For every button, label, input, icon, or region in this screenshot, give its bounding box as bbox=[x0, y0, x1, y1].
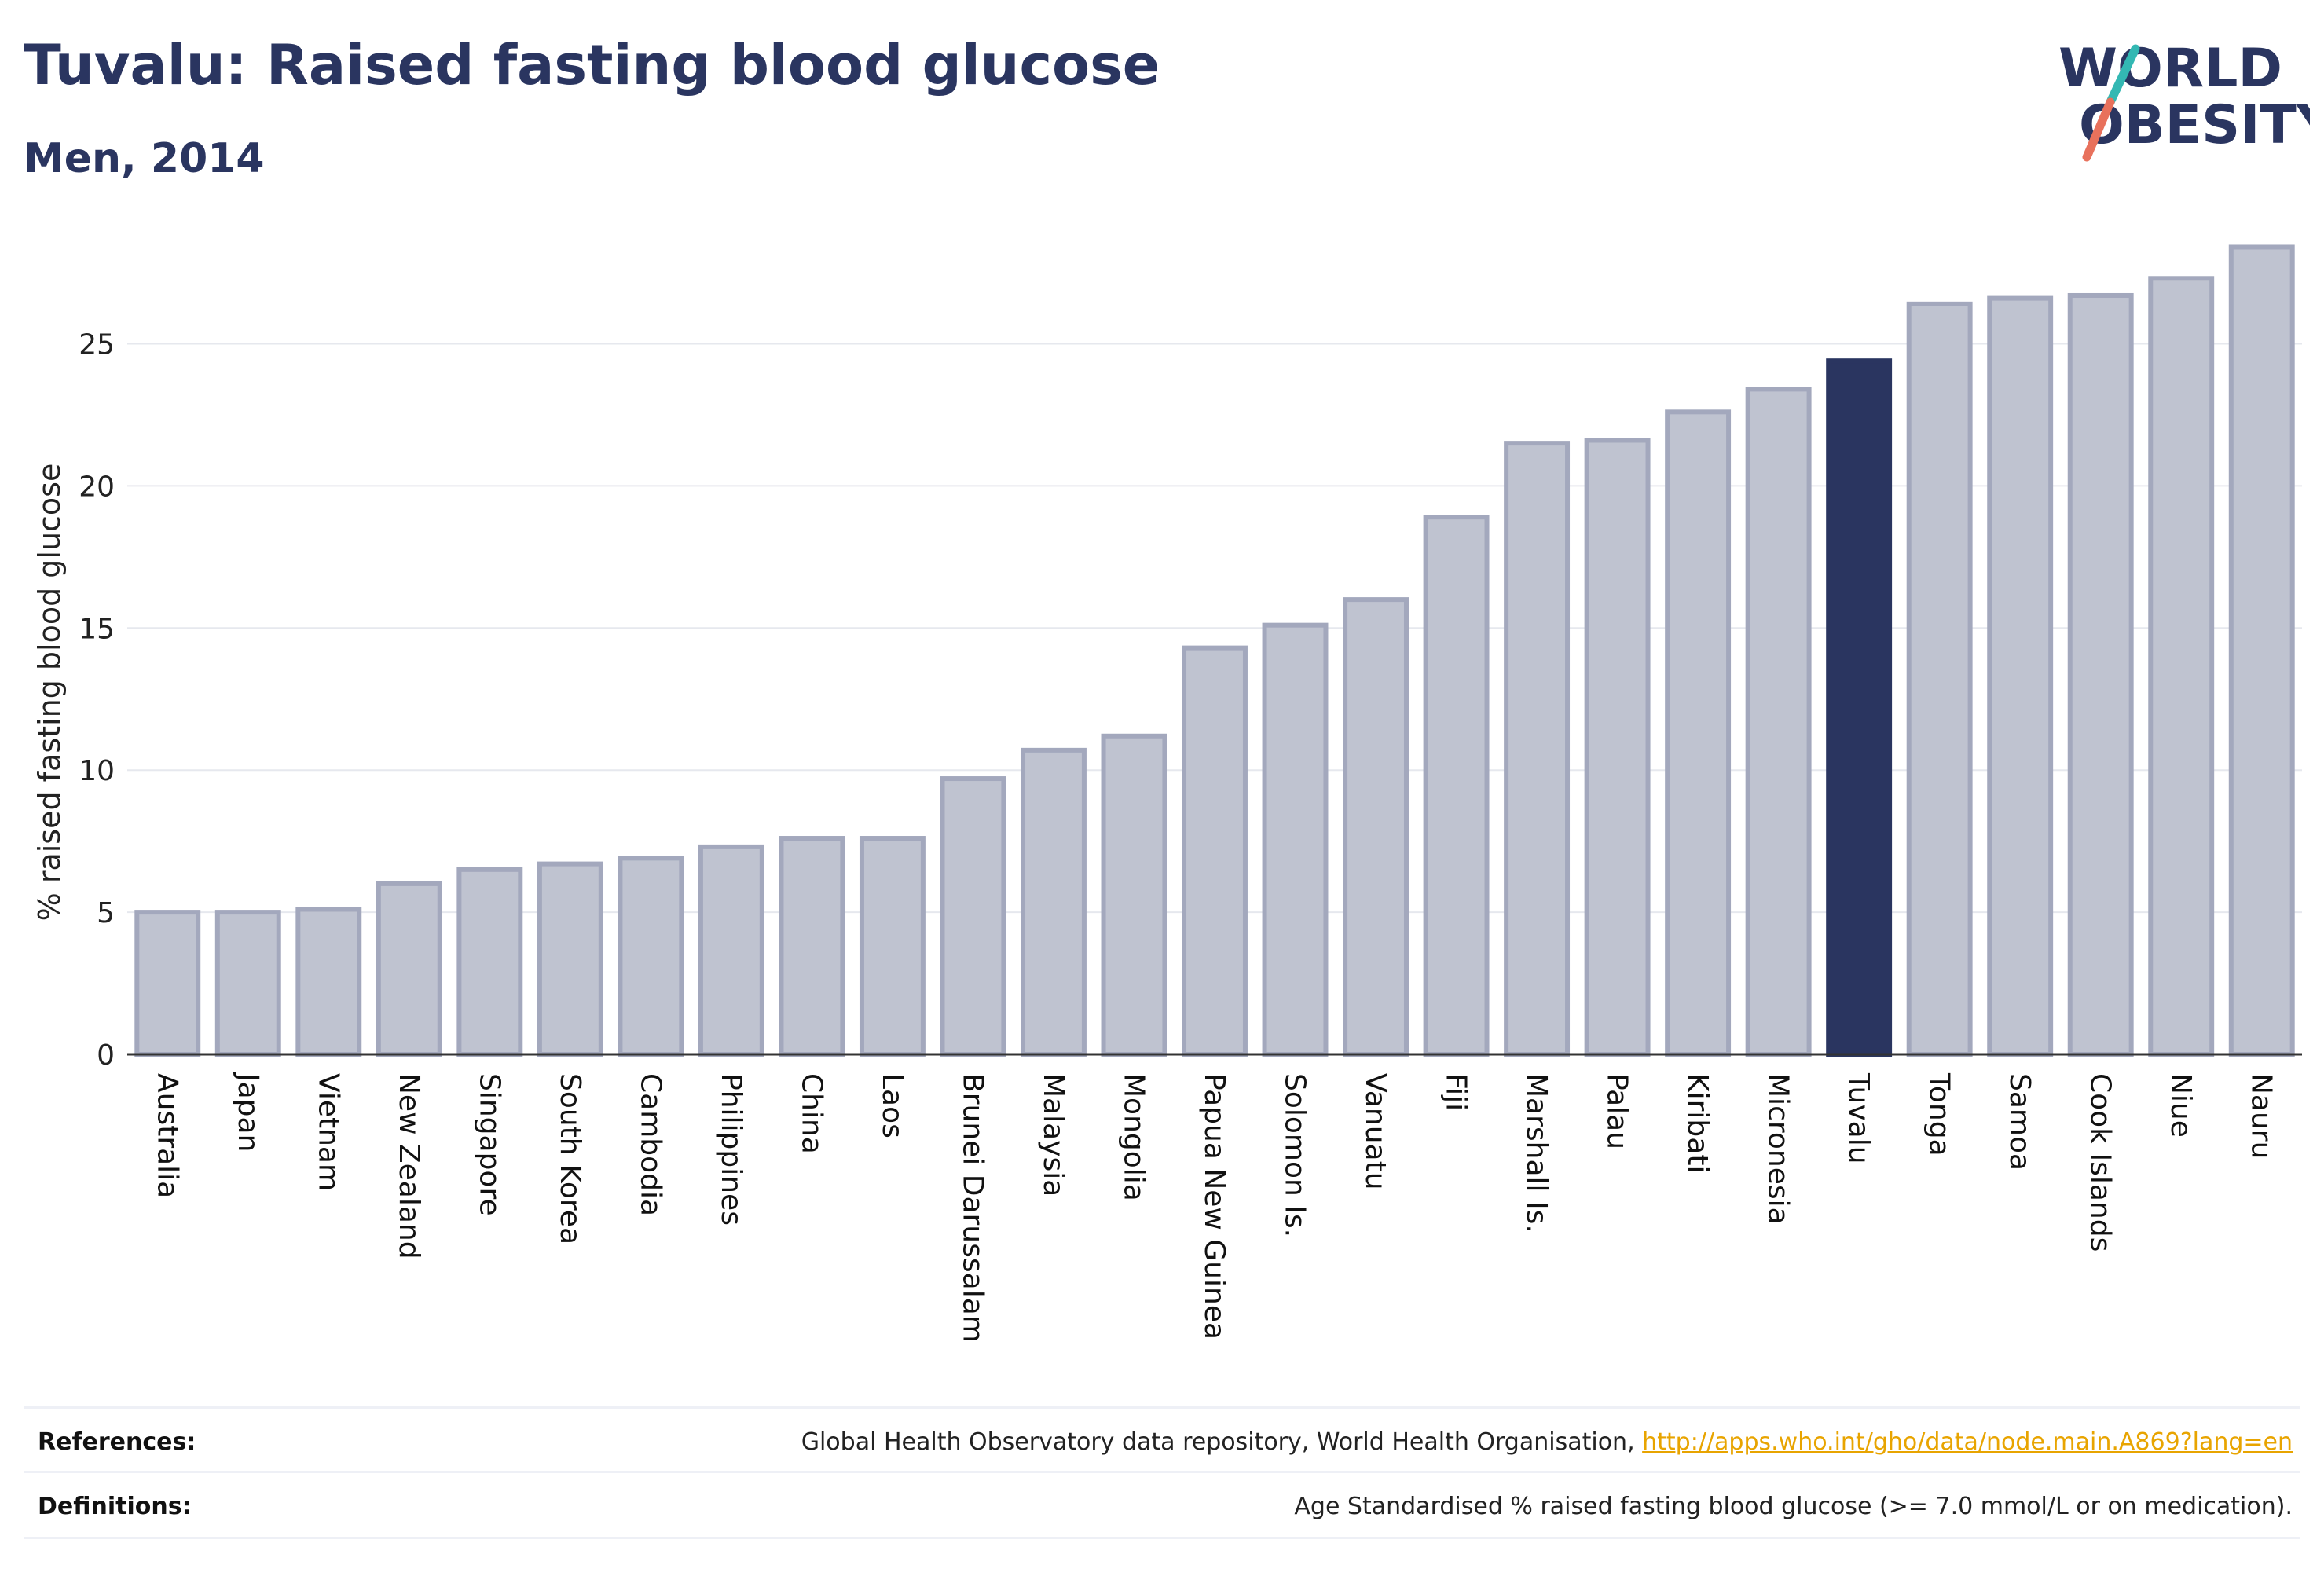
bar bbox=[456, 867, 523, 1057]
bar bbox=[2148, 276, 2215, 1057]
x-tick-label: Malaysia bbox=[1037, 1073, 1069, 1197]
y-tick-label: 20 bbox=[79, 471, 115, 503]
x-tick-label: Australia bbox=[151, 1073, 183, 1198]
bar bbox=[1423, 515, 1490, 1057]
x-tick-label: Micronesia bbox=[1762, 1073, 1794, 1225]
x-tick-label: Samoa bbox=[2003, 1073, 2036, 1171]
bar bbox=[1906, 301, 1973, 1057]
x-tick-label: Kiribati bbox=[1681, 1073, 1714, 1173]
y-tick-label: 15 bbox=[79, 613, 115, 645]
bar bbox=[1987, 295, 2054, 1057]
footer-divider-top bbox=[24, 1406, 2300, 1409]
bar bbox=[1826, 358, 1893, 1057]
bar bbox=[537, 861, 603, 1057]
references-link[interactable]: http://apps.who.int/gho/data/node.main.A… bbox=[1642, 1428, 2293, 1456]
definitions-label: Definitions: bbox=[38, 1493, 192, 1520]
x-tick-label: Cook Islands bbox=[2084, 1073, 2117, 1252]
y-tick-label: 5 bbox=[97, 897, 115, 929]
x-tick-label: Vanuatu bbox=[1359, 1073, 1391, 1190]
x-tick-label: Nauru bbox=[2245, 1073, 2278, 1159]
x-tick-label: Niue bbox=[2165, 1073, 2197, 1138]
x-tick-label: Singapore bbox=[473, 1073, 505, 1216]
x-tick-label: Mongolia bbox=[1117, 1073, 1149, 1201]
bar bbox=[1343, 597, 1409, 1057]
logo-line1: WORLD bbox=[2058, 38, 2282, 100]
bar bbox=[1504, 441, 1571, 1057]
bar-chart: 0 5 10 15 20 25 % raised fasting blood glucose… bbox=[32, 244, 2302, 1343]
bar bbox=[940, 776, 1006, 1057]
x-tick-label: Marshall Is. bbox=[1520, 1073, 1552, 1233]
logo-line2: OBESITY bbox=[2079, 94, 2310, 156]
footer-divider-bottom bbox=[24, 1537, 2300, 1539]
x-tick-label: China bbox=[795, 1073, 827, 1154]
y-axis-label: % raised fasting blood glucose bbox=[32, 464, 67, 922]
bar bbox=[618, 856, 684, 1057]
x-tick-label: Solomon Is. bbox=[1279, 1073, 1311, 1237]
x-tick-label: Laos bbox=[876, 1073, 908, 1138]
x-tick-label: South Korea bbox=[554, 1073, 586, 1244]
x-tick-label: Tuvalu bbox=[1842, 1072, 1875, 1164]
x-tick-label: Philippines bbox=[715, 1073, 747, 1226]
x-tick-label: Palau bbox=[1601, 1073, 1633, 1149]
references-text: Global Health Observatory data repositor… bbox=[801, 1428, 1643, 1456]
bar bbox=[2067, 292, 2134, 1057]
bar bbox=[1101, 733, 1167, 1057]
bar bbox=[698, 844, 764, 1057]
y-tick-label: 0 bbox=[97, 1039, 115, 1072]
bar bbox=[1021, 747, 1087, 1057]
x-tick-label: Vietnam bbox=[312, 1073, 344, 1191]
y-tick-label: 25 bbox=[79, 328, 115, 361]
bar bbox=[779, 836, 845, 1057]
bar bbox=[134, 910, 201, 1057]
x-tick-label: Cambodia bbox=[634, 1073, 666, 1216]
bar bbox=[1262, 622, 1329, 1057]
references-label: References: bbox=[38, 1428, 196, 1456]
x-tick-label: Japan bbox=[232, 1072, 264, 1152]
x-tick-label: Fiji bbox=[1440, 1073, 1472, 1111]
world-obesity-logo: WORLD OBESITY bbox=[2058, 38, 2310, 162]
bar bbox=[2228, 244, 2295, 1057]
bar bbox=[1745, 387, 1812, 1057]
bar bbox=[295, 907, 362, 1057]
bar bbox=[1584, 438, 1651, 1057]
references-value: Global Health Observatory data repositor… bbox=[801, 1428, 2293, 1456]
x-tick-label: Tonga bbox=[1923, 1072, 1956, 1156]
bar bbox=[214, 910, 281, 1057]
page-subtitle: Men, 2014 bbox=[24, 135, 265, 182]
bar bbox=[376, 881, 442, 1057]
footer-divider-middle bbox=[24, 1471, 2300, 1473]
bar bbox=[1182, 645, 1248, 1057]
definitions-text: Age Standardised % raised fasting blood … bbox=[1294, 1493, 2293, 1520]
bar bbox=[1665, 409, 1732, 1057]
x-tick-label: Brunei Darussalam bbox=[956, 1073, 988, 1343]
bar bbox=[859, 836, 926, 1057]
x-tick-label: Papua New Guinea bbox=[1198, 1073, 1230, 1340]
y-tick-label: 10 bbox=[79, 755, 115, 787]
page-title: Tuvalu: Raised fasting blood glucose bbox=[24, 33, 1160, 97]
x-tick-label: New Zealand bbox=[393, 1073, 425, 1259]
